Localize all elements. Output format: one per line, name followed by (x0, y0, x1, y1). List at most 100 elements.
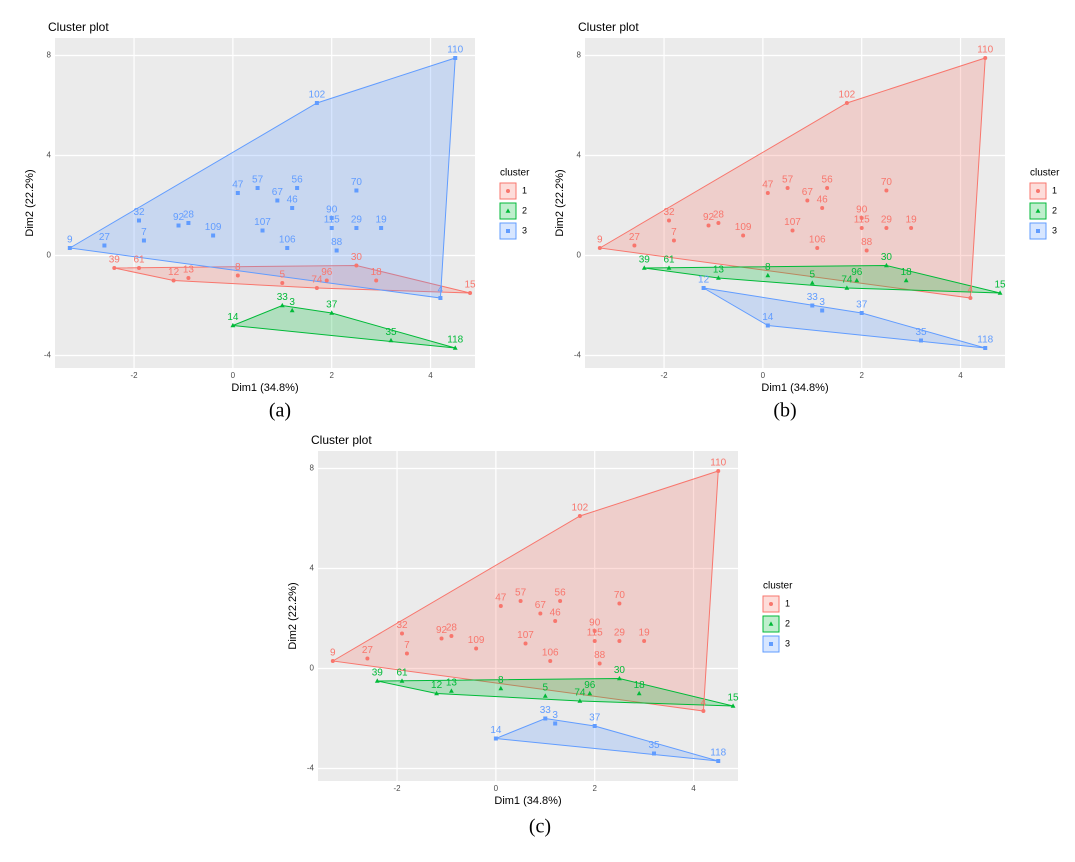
point (884, 226, 889, 230)
point-label: 106 (542, 648, 559, 659)
x-axis-label: Dim1 (34.8%) (761, 382, 828, 394)
point (641, 265, 647, 270)
point (260, 228, 265, 233)
point (844, 101, 849, 105)
point-label: 32 (133, 207, 145, 218)
point-label: 61 (396, 668, 408, 679)
point (617, 675, 622, 681)
point-label: 107 (517, 630, 534, 641)
legend-title: cluster (500, 168, 530, 179)
point-label: 57 (252, 175, 264, 186)
legend-label: 2 (785, 618, 790, 628)
point (652, 751, 656, 756)
point (820, 206, 825, 210)
point (859, 216, 864, 220)
point (439, 636, 444, 641)
point-label: 67 (272, 187, 284, 198)
point (667, 218, 671, 223)
point-label: 102 (309, 90, 326, 101)
point-label: 90 (856, 205, 868, 216)
point-label: 90 (326, 205, 338, 216)
y-tick-label: -4 (574, 351, 582, 360)
point-label: 107 (254, 217, 271, 228)
x-tick-label: 0 (494, 784, 499, 793)
point (434, 690, 439, 696)
point (400, 631, 404, 636)
point-label: 110 (447, 45, 463, 56)
point-label: 12 (698, 275, 710, 286)
chart-title: Cluster plot (48, 20, 109, 34)
point (279, 302, 285, 308)
point (112, 266, 117, 270)
point-label: 32 (396, 620, 408, 631)
point (452, 345, 458, 350)
point-label: 74 (574, 688, 586, 699)
point (235, 273, 240, 278)
x-tick-label: -2 (393, 784, 401, 793)
x-tick-label: 0 (231, 371, 236, 380)
point (884, 262, 889, 268)
point-label: 107 (784, 217, 801, 228)
point-label: 32 (663, 207, 675, 218)
point (558, 599, 563, 603)
point-label: 9 (597, 235, 603, 246)
point-label: 39 (639, 255, 651, 266)
point (805, 198, 810, 203)
point (137, 266, 141, 270)
point-label: 88 (331, 237, 343, 248)
point (919, 338, 923, 343)
point (186, 221, 191, 225)
point-label: 27 (362, 645, 374, 656)
point (577, 514, 582, 518)
point (597, 246, 602, 250)
point-label: 61 (663, 255, 675, 266)
point-label: 5 (543, 683, 549, 694)
point (716, 759, 721, 763)
point-label: 5 (810, 270, 816, 281)
point-label: 35 (385, 327, 397, 338)
point-label: 15 (727, 693, 739, 704)
point-label: 28 (446, 623, 458, 634)
point-label: 12 (431, 680, 443, 691)
point-label: 118 (710, 748, 726, 759)
point (399, 678, 405, 683)
point (854, 277, 860, 283)
cluster-hull (114, 264, 471, 294)
cluster-hull (644, 264, 1001, 294)
point-label: 106 (279, 235, 296, 246)
point (864, 248, 869, 253)
point-label: 8 (498, 675, 504, 686)
point-label: 30 (614, 665, 626, 676)
point-label: 106 (809, 235, 826, 246)
point (671, 238, 676, 243)
point-label: 70 (614, 590, 626, 601)
point-label: 47 (495, 593, 507, 604)
y-tick-label: 8 (310, 464, 315, 473)
chart-title: Cluster plot (311, 433, 372, 447)
point (983, 56, 988, 60)
point (290, 206, 295, 210)
x-axis-label: Dim1 (34.8%) (231, 382, 298, 394)
point-label: 96 (851, 267, 863, 278)
point-label: 46 (817, 195, 829, 206)
point (186, 276, 191, 280)
point (983, 346, 988, 350)
point (592, 639, 597, 643)
point (810, 303, 815, 308)
point-label: 102 (839, 90, 856, 101)
caption: (b) (773, 400, 796, 422)
point (542, 693, 548, 698)
y-tick-label: 0 (47, 251, 52, 260)
x-tick-label: 4 (958, 371, 963, 380)
point (636, 690, 642, 696)
point (903, 277, 909, 283)
y-tick-label: -4 (44, 351, 52, 360)
point (701, 286, 706, 290)
point (137, 218, 141, 223)
point (548, 659, 553, 663)
legend-label: 2 (1052, 205, 1057, 215)
point-label: 109 (468, 635, 485, 646)
point-label: 14 (762, 312, 774, 323)
legend-title: cluster (1030, 168, 1060, 179)
